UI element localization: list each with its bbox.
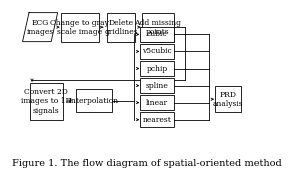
Text: pchip: pchip (146, 64, 168, 73)
Text: spline: spline (146, 82, 168, 90)
Text: v5cubic: v5cubic (142, 47, 172, 55)
Polygon shape (23, 13, 58, 42)
FancyBboxPatch shape (140, 61, 174, 76)
Text: Delete
gridlines: Delete gridlines (104, 19, 138, 36)
Text: Change to gray
scale image: Change to gray scale image (50, 19, 109, 36)
FancyBboxPatch shape (140, 44, 174, 59)
Text: Add missing
points: Add missing points (134, 19, 181, 36)
FancyBboxPatch shape (76, 89, 112, 112)
FancyBboxPatch shape (107, 13, 135, 42)
FancyBboxPatch shape (61, 13, 99, 42)
FancyBboxPatch shape (140, 95, 174, 110)
Text: Interpolation: Interpolation (69, 96, 119, 105)
Text: Convert 2D
images to 1D
signals: Convert 2D images to 1D signals (21, 88, 71, 115)
FancyBboxPatch shape (140, 27, 174, 42)
FancyBboxPatch shape (140, 78, 174, 93)
Text: nearest: nearest (143, 116, 171, 124)
FancyBboxPatch shape (140, 112, 174, 127)
Text: linear: linear (146, 99, 168, 107)
FancyBboxPatch shape (30, 83, 63, 120)
FancyBboxPatch shape (215, 86, 241, 112)
FancyBboxPatch shape (142, 13, 174, 42)
Text: cubic: cubic (147, 30, 167, 38)
Text: Figure 1. The flow diagram of spatial-oriented method: Figure 1. The flow diagram of spatial-or… (12, 159, 281, 168)
Text: PRD
analysis: PRD analysis (213, 91, 243, 108)
Text: ECG
images: ECG images (26, 19, 54, 36)
